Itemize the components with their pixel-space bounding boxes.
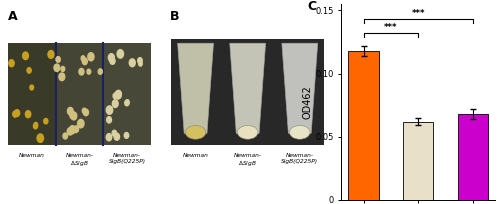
Ellipse shape bbox=[238, 125, 258, 139]
Circle shape bbox=[81, 56, 85, 61]
Circle shape bbox=[117, 50, 123, 58]
Circle shape bbox=[112, 130, 116, 136]
Polygon shape bbox=[282, 43, 318, 133]
Text: Newman: Newman bbox=[19, 153, 44, 158]
Circle shape bbox=[63, 133, 68, 139]
Text: Newman-
SigB(Q225P): Newman- SigB(Q225P) bbox=[282, 153, 319, 164]
Circle shape bbox=[78, 119, 84, 128]
Circle shape bbox=[114, 133, 119, 140]
Circle shape bbox=[71, 112, 77, 120]
Circle shape bbox=[113, 93, 117, 99]
Circle shape bbox=[124, 100, 129, 106]
Circle shape bbox=[82, 108, 86, 113]
Text: B: B bbox=[170, 10, 179, 23]
Circle shape bbox=[68, 128, 73, 135]
Text: Newman-
SigB(Q225P): Newman- SigB(Q225P) bbox=[108, 153, 146, 164]
Circle shape bbox=[13, 111, 18, 117]
Circle shape bbox=[70, 126, 75, 134]
Bar bbox=[8, 43, 56, 145]
Circle shape bbox=[37, 134, 44, 142]
Circle shape bbox=[34, 122, 37, 127]
Circle shape bbox=[61, 67, 64, 71]
Circle shape bbox=[26, 111, 31, 118]
Circle shape bbox=[115, 91, 121, 99]
Circle shape bbox=[88, 53, 94, 61]
Circle shape bbox=[44, 119, 48, 124]
Circle shape bbox=[82, 58, 87, 65]
Bar bbox=[56, 43, 103, 145]
Circle shape bbox=[124, 133, 128, 138]
Polygon shape bbox=[230, 43, 266, 133]
Circle shape bbox=[9, 60, 14, 67]
Text: Newman-
$\Delta$SigB: Newman- $\Delta$SigB bbox=[234, 153, 262, 168]
Circle shape bbox=[110, 58, 115, 64]
Circle shape bbox=[138, 61, 142, 66]
Circle shape bbox=[116, 90, 121, 98]
Ellipse shape bbox=[290, 125, 310, 139]
Circle shape bbox=[87, 69, 91, 74]
Text: Newman: Newman bbox=[182, 153, 208, 158]
Circle shape bbox=[112, 100, 118, 108]
Circle shape bbox=[106, 117, 112, 123]
Circle shape bbox=[98, 69, 102, 74]
Text: ***: *** bbox=[412, 9, 425, 18]
Circle shape bbox=[27, 68, 31, 73]
Circle shape bbox=[74, 126, 78, 133]
Circle shape bbox=[48, 51, 54, 58]
Y-axis label: OD462: OD462 bbox=[302, 85, 312, 119]
Circle shape bbox=[79, 68, 84, 75]
Circle shape bbox=[84, 109, 88, 116]
Circle shape bbox=[56, 57, 60, 62]
Polygon shape bbox=[178, 43, 214, 133]
Text: Newman-
$\Delta$SigB: Newman- $\Delta$SigB bbox=[66, 153, 94, 168]
Circle shape bbox=[34, 123, 38, 129]
Circle shape bbox=[130, 59, 135, 67]
Circle shape bbox=[138, 58, 142, 64]
Circle shape bbox=[30, 85, 34, 90]
Circle shape bbox=[59, 73, 65, 81]
Bar bbox=[103, 43, 151, 145]
Bar bbox=[458, 114, 488, 200]
Circle shape bbox=[68, 107, 73, 115]
Text: A: A bbox=[8, 10, 18, 23]
Circle shape bbox=[108, 54, 114, 62]
Circle shape bbox=[14, 110, 20, 116]
Ellipse shape bbox=[186, 125, 206, 139]
Text: ***: *** bbox=[384, 23, 398, 32]
Bar bbox=[403, 122, 434, 200]
Circle shape bbox=[70, 112, 75, 119]
Text: C: C bbox=[308, 0, 317, 13]
Circle shape bbox=[126, 100, 129, 104]
Circle shape bbox=[54, 64, 60, 71]
Circle shape bbox=[106, 134, 112, 141]
Bar bbox=[348, 51, 378, 200]
Circle shape bbox=[106, 106, 112, 114]
Circle shape bbox=[22, 52, 28, 60]
Bar bbox=[171, 39, 324, 145]
